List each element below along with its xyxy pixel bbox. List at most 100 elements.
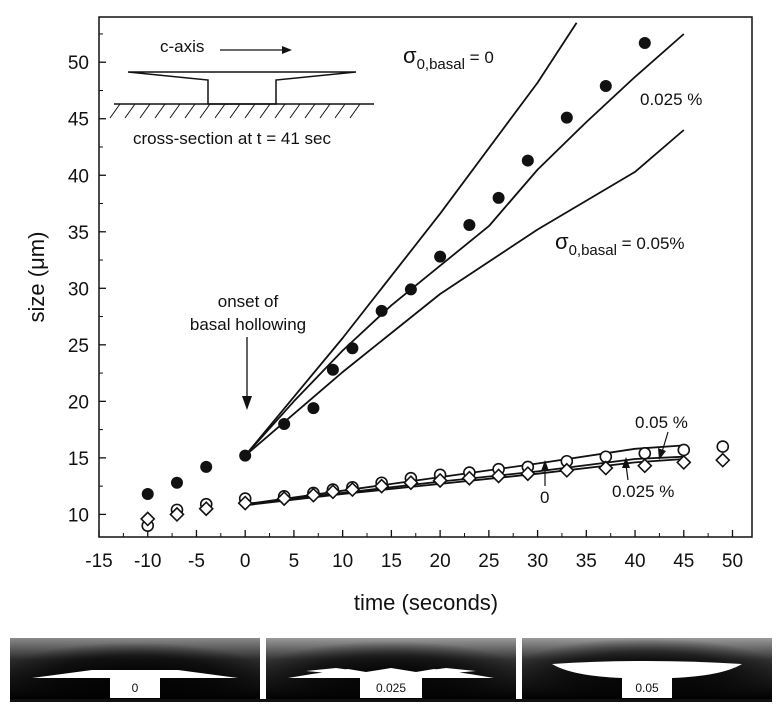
hatch-line-4 bbox=[169, 103, 181, 119]
panel-0-image bbox=[10, 638, 260, 700]
y-axis-title: size (μm) bbox=[24, 232, 49, 323]
hatch-line-15 bbox=[334, 103, 346, 119]
data-point-s2-6 bbox=[325, 484, 341, 500]
panel-0025: 0.025 bbox=[266, 638, 516, 700]
hatch-line-16 bbox=[349, 103, 361, 119]
x-tick-label-5: 10 bbox=[332, 551, 353, 572]
data-point-s0-1 bbox=[170, 476, 183, 489]
y-tick-label-7: 45 bbox=[68, 110, 89, 131]
data-point-s0-11 bbox=[463, 219, 476, 231]
data-point-s2-5 bbox=[305, 487, 322, 503]
x-axis-title: time (seconds) bbox=[354, 590, 498, 615]
inset-cross-section: c-axis cross-section at t = 41 sec bbox=[109, 37, 374, 148]
y-tick-label-4: 30 bbox=[68, 279, 89, 300]
data-point-s2-12 bbox=[490, 468, 507, 484]
hatch-line-6 bbox=[199, 103, 211, 119]
data-point-s2-4 bbox=[276, 490, 292, 507]
x-tick-label-2: -5 bbox=[188, 551, 205, 572]
hatch-line-13 bbox=[304, 103, 316, 119]
inset-crystal-shape bbox=[127, 71, 357, 105]
data-point-s0-4 bbox=[278, 417, 291, 430]
panel-0: 0 bbox=[10, 638, 260, 700]
data-point-s2-16 bbox=[637, 458, 653, 474]
label-prism-0025: 0.025 % bbox=[612, 482, 674, 501]
inset-caption: cross-section at t = 41 sec bbox=[133, 129, 331, 148]
hatch-line-11 bbox=[274, 103, 286, 119]
hatch-line-10 bbox=[259, 103, 271, 119]
panel-0025-image bbox=[266, 638, 516, 700]
hatch-line-3 bbox=[154, 103, 166, 119]
x-tick-label-1: -10 bbox=[134, 551, 161, 572]
size-vs-time-chart: -15 -10 -5 0 5 10 15 20 25 30 35 40 45 50 10 15 20 25 30 35… bbox=[24, 16, 753, 615]
prism-005-arrow bbox=[661, 431, 669, 453]
hatch-line-7 bbox=[214, 103, 226, 119]
data-point-s0-5 bbox=[307, 402, 320, 415]
y-tick-label-1: 15 bbox=[68, 449, 89, 470]
data-point-s2-9 bbox=[403, 475, 419, 491]
x-tick-label-0: -15 bbox=[85, 551, 112, 572]
data-point-s2-10 bbox=[432, 472, 448, 489]
data-point-s2-17 bbox=[676, 454, 692, 471]
x-tick-label-8: 25 bbox=[478, 551, 499, 572]
label-onset-line1: onset of bbox=[218, 292, 279, 311]
x-tick-label-10: 35 bbox=[576, 551, 597, 572]
inset-c-axis-label: c-axis bbox=[160, 37, 204, 56]
x-tick-label-7: 20 bbox=[430, 551, 451, 572]
panel-005-label: 0.05 bbox=[635, 681, 659, 695]
data-point-s2-14 bbox=[559, 462, 575, 478]
label-basal-0025: 0.025 % bbox=[640, 90, 702, 109]
data-point-s2-7 bbox=[344, 481, 361, 498]
y-tick-label-3: 25 bbox=[68, 336, 89, 357]
label-onset-line2: basal hollowing bbox=[190, 315, 306, 334]
data-point-s0-14 bbox=[560, 111, 573, 124]
y-tick-label-5: 35 bbox=[68, 223, 89, 244]
y-tick-label-8: 50 bbox=[68, 53, 89, 74]
panel-0025-label: 0.025 bbox=[375, 681, 407, 695]
data-point-s0-16 bbox=[638, 37, 651, 49]
hatch-line-9 bbox=[244, 103, 256, 119]
x-tick-label-3: 0 bbox=[240, 551, 251, 572]
hatch-line-14 bbox=[319, 103, 331, 119]
hatch-line-5 bbox=[184, 103, 196, 119]
axis-ticks bbox=[98, 33, 734, 537]
data-point-s2-15 bbox=[598, 460, 614, 476]
model-curves bbox=[244, 22, 685, 507]
x-tick-label-12: 45 bbox=[673, 551, 694, 572]
hatch-line-1 bbox=[124, 103, 136, 119]
label-prism-0: 0 bbox=[540, 488, 549, 507]
axis-tick-labels: -15 -10 -5 0 5 10 15 20 25 30 35 40 45 50 10 15 20 25 30 35… bbox=[68, 53, 743, 572]
x-tick-label-13: 50 bbox=[722, 551, 743, 572]
prism-0-arrowhead bbox=[541, 460, 549, 471]
data-point-s2-18 bbox=[715, 452, 731, 468]
prism-005-arrowhead bbox=[658, 448, 666, 460]
data-point-s0-0 bbox=[141, 488, 154, 501]
data-point-s2-13 bbox=[520, 466, 536, 482]
hatch-line-0 bbox=[109, 103, 121, 119]
panel-divider-2 bbox=[518, 638, 520, 700]
data-point-s1-16 bbox=[638, 447, 652, 460]
data-point-s0-8 bbox=[375, 304, 388, 317]
data-point-s0-15 bbox=[599, 79, 612, 92]
y-tick-label-2: 20 bbox=[68, 392, 89, 413]
y-tick-label-6: 40 bbox=[68, 166, 89, 187]
data-point-s2-2 bbox=[198, 501, 214, 517]
panel-005-image bbox=[522, 638, 772, 700]
data-point-s1-18 bbox=[716, 440, 730, 453]
data-point-s0-2 bbox=[200, 460, 213, 473]
panel-0-label: 0 bbox=[131, 681, 139, 695]
c-axis-arrowhead bbox=[282, 46, 292, 54]
data-point-s0-10 bbox=[434, 250, 447, 263]
data-point-s0-9 bbox=[404, 283, 417, 296]
data-point-s0-7 bbox=[346, 342, 359, 355]
panels-baseline bbox=[10, 699, 772, 702]
data-point-s0-12 bbox=[492, 191, 505, 204]
panel-005: 0.05 bbox=[522, 638, 772, 700]
model-curve-0 bbox=[244, 22, 578, 457]
data-point-s2-3 bbox=[237, 495, 253, 511]
hatch-line-12 bbox=[289, 103, 301, 119]
model-curve-2 bbox=[244, 129, 685, 457]
x-tick-label-11: 40 bbox=[624, 551, 645, 572]
data-point-s2-8 bbox=[374, 478, 390, 494]
x-tick-label-4: 5 bbox=[289, 551, 300, 572]
data-point-s0-13 bbox=[521, 154, 534, 167]
